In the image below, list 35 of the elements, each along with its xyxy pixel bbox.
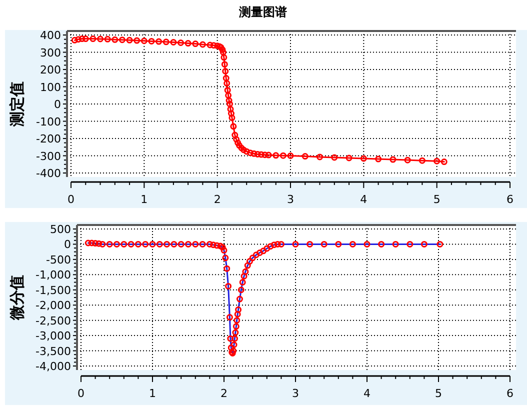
chart-title: 测量图谱 (238, 5, 287, 19)
x-tick-label: 5 (435, 387, 442, 400)
y-tick-label: -300 (36, 150, 61, 163)
y-tick-label: 500 (50, 223, 71, 236)
x-tick-label: 1 (149, 387, 156, 400)
y-tick-label: -3,000 (36, 330, 71, 343)
y-tick-label: -200 (36, 132, 61, 146)
x-tick-label: 5 (433, 193, 440, 206)
y-tick-label: 100 (40, 80, 61, 94)
x-tick-label: 1 (140, 193, 148, 206)
x-tick-label: 4 (360, 193, 368, 206)
x-tick-label: 6 (506, 387, 514, 400)
x-tick-label: 2 (214, 193, 221, 206)
y-tick-label: -100 (36, 115, 61, 128)
y-axis-title: 测定值 (8, 82, 26, 128)
x-tick-label: 3 (292, 387, 299, 400)
y-tick-label: 400 (40, 29, 61, 42)
x-tick-label: 2 (220, 387, 228, 400)
x-tick-label: 3 (287, 193, 294, 206)
y-tick-label: -500 (46, 253, 71, 266)
y-tick-label: -400 (36, 167, 61, 180)
y-tick-label: -2,000 (36, 299, 71, 312)
y-tick-label: -3,500 (36, 344, 71, 358)
y-tick-label: 0 (54, 98, 61, 111)
x-tick-label: 6 (506, 193, 514, 206)
x-tick-label: 4 (364, 387, 370, 400)
y-tick-label: -4,000 (36, 360, 71, 373)
y-tick-label: -1,000 (36, 268, 71, 282)
y-tick-label: -2,500 (36, 314, 71, 328)
y-tick-label: 300 (40, 46, 61, 60)
y-tick-label: 0 (64, 238, 71, 252)
y-tick-label: -1,500 (36, 284, 71, 297)
x-tick-label: 0 (78, 387, 84, 400)
y-tick-label: 200 (40, 64, 61, 76)
y-axis-title: 微分值 (8, 275, 26, 321)
